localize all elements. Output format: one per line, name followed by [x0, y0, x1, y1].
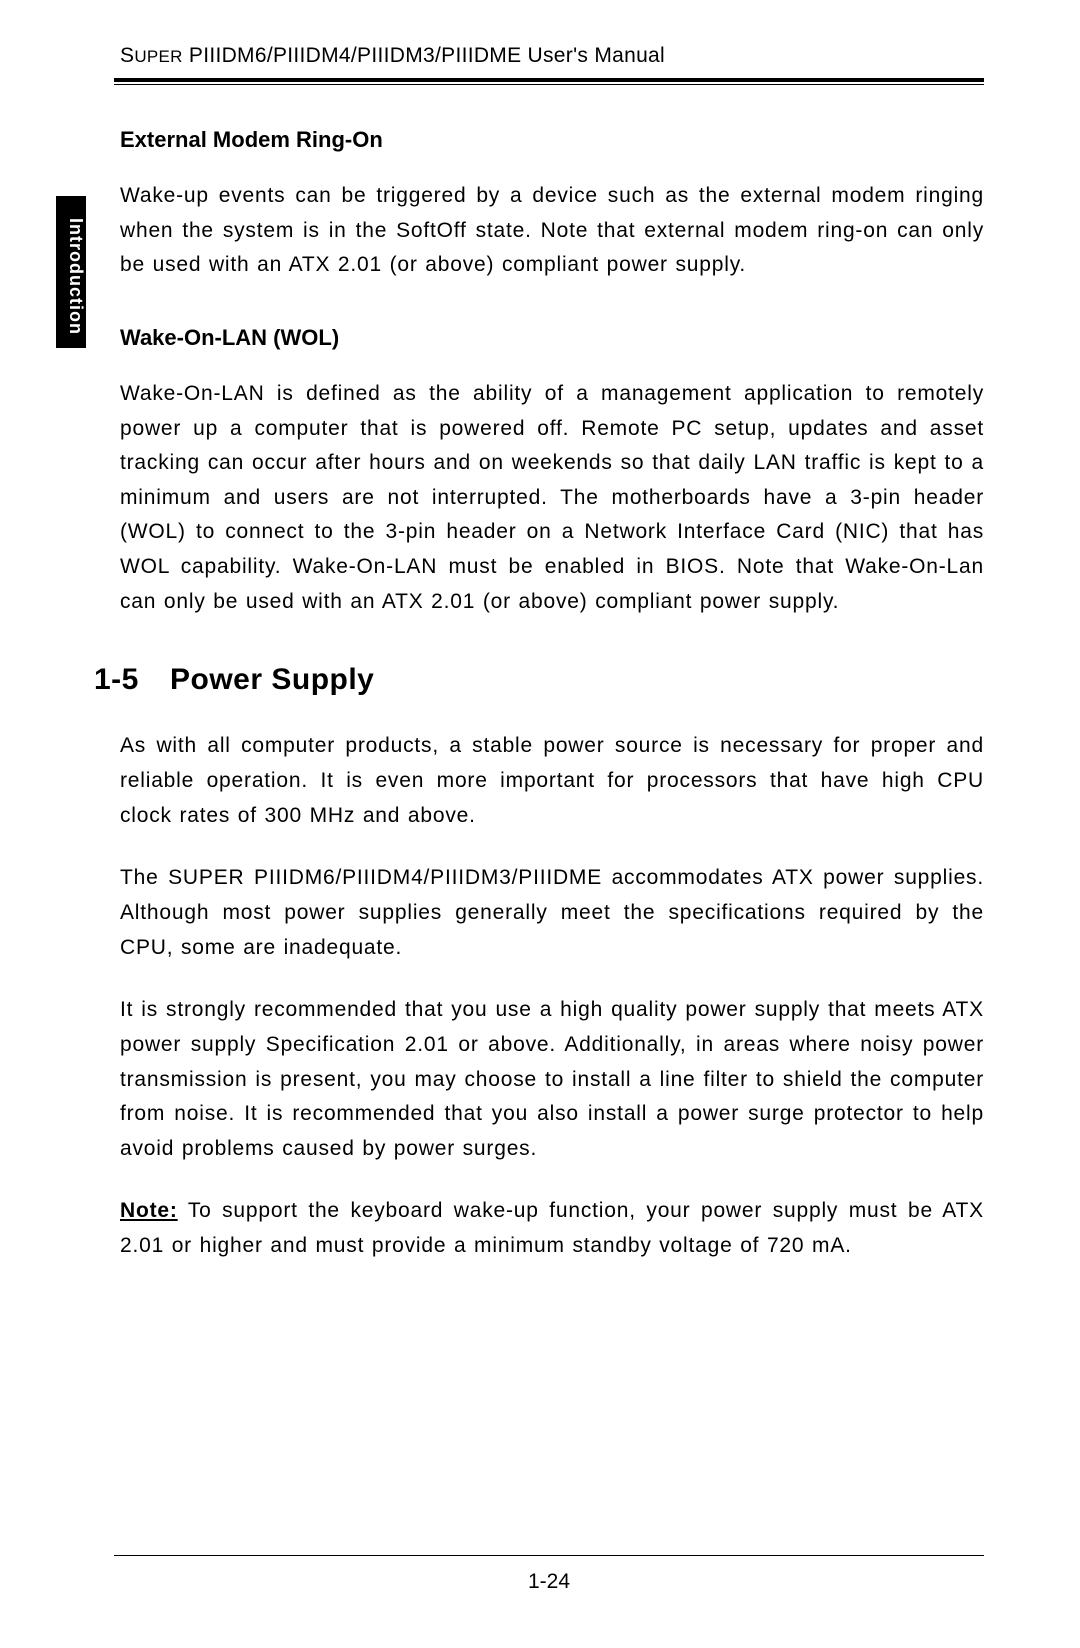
note-body: To support the keyboard wake-up function…	[120, 1199, 984, 1257]
section-title-text: Power Supply	[170, 663, 374, 696]
para-ps-note: Note: To support the keyboard wake-up fu…	[120, 1194, 984, 1263]
header-prefix-cap: S	[120, 44, 134, 67]
footer-rule	[114, 1555, 984, 1556]
note-label: Note:	[120, 1199, 178, 1222]
page-body: SUPER PIIIDM6/PIIIDM4/PIIIDM3/PIIIDME Us…	[114, 44, 984, 1292]
header-prefix-rest: UPER	[134, 47, 182, 66]
para-ps-3: It is strongly recommended that you use …	[120, 993, 984, 1166]
header-rule-thin	[114, 84, 984, 85]
page-number: 1-24	[114, 1570, 984, 1594]
para-wol: Wake-On-LAN is defined as the ability of…	[120, 377, 984, 619]
para-ps-1: As with all computer products, a stable …	[120, 729, 984, 833]
para-external-modem: Wake-up events can be triggered by a dev…	[120, 179, 984, 283]
page-footer: 1-24	[114, 1555, 984, 1594]
subhead-external-modem: External Modem Ring-On	[120, 127, 984, 153]
section-number: 1-5	[94, 663, 170, 697]
side-tab-introduction: Introduction	[56, 196, 86, 348]
header-models: PIIIDM6/PIIIDM4/PIIIDM3/PIIIDME User's M…	[183, 44, 665, 67]
section-heading-power-supply: 1-5Power Supply	[94, 663, 984, 697]
subhead-wol: Wake-On-LAN (WOL)	[120, 325, 984, 351]
header-rule-thick	[114, 78, 984, 82]
para-ps-2: The SUPER PIIIDM6/PIIIDM4/PIIIDM3/PIIIDM…	[120, 861, 984, 965]
running-header: SUPER PIIIDM6/PIIIDM4/PIIIDM3/PIIIDME Us…	[114, 44, 984, 68]
